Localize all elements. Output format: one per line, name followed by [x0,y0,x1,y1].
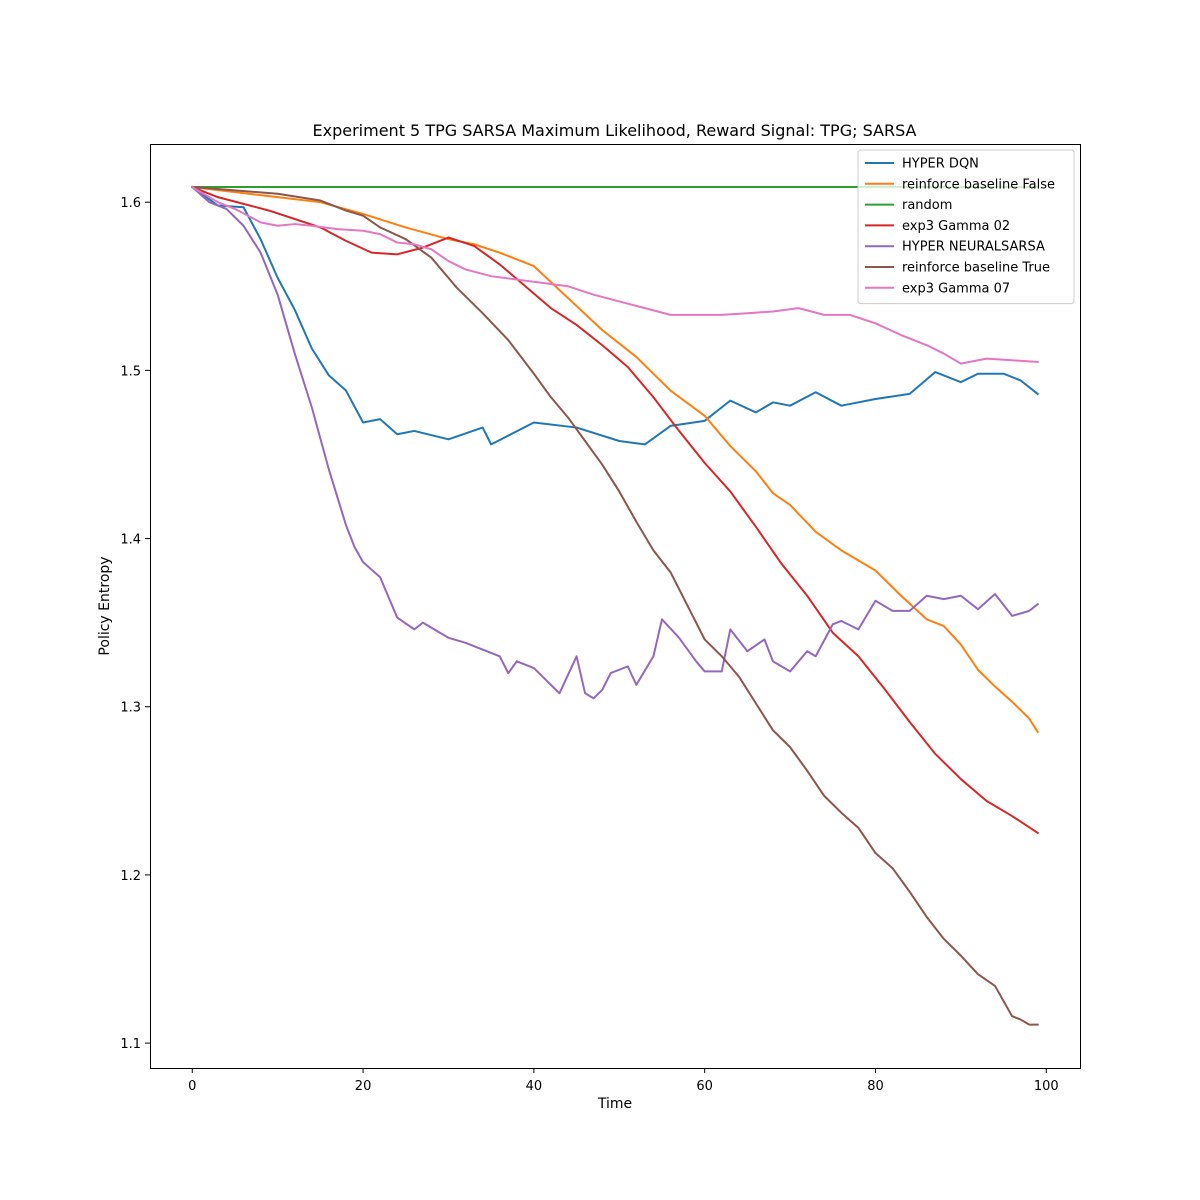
legend: HYPER DQN reinforce baseline False random e… [857,149,1075,305]
y-tick-label-5: 1.6 [120,196,141,211]
chart-title: Experiment 5 TPG SARSA Maximum Likelihoo… [313,121,917,140]
series-line-0 [190,185,1040,446]
series-line-5 [191,185,1039,1026]
legend-label-1: reinforce baseline False [902,177,1055,192]
x-axis-label: Time [597,1096,632,1112]
legend-label-2: random [902,198,952,213]
legend-box [857,149,1075,305]
series-line-1 [191,185,1040,734]
x-axis: 0 20 40 60 80 100 [188,1068,1059,1094]
series-line-4 [190,185,1040,700]
legend-label-5: reinforce baseline True [902,261,1050,276]
plot-frame [150,144,1081,1069]
legend-label-3: exp3 Gamma 02 [902,219,1010,234]
series-line-6 [190,185,1039,365]
x-tick-label-4: 80 [867,1079,884,1094]
x-tick-label-2: 40 [526,1079,543,1094]
legend-label-6: exp3 Gamma 07 [902,281,1010,296]
y-axis-label: Policy Entropy [97,556,113,655]
series-line-3 [190,185,1040,835]
x-tick-label-0: 0 [188,1079,196,1094]
y-tick-label-3: 1.4 [120,533,141,548]
y-axis: 1.1 1.2 1.3 1.4 1.5 1.6 [120,196,150,1052]
y-tick-label-2: 1.3 [120,701,141,716]
x-tick-label-1: 20 [355,1079,372,1094]
y-tick-label-0: 1.1 [120,1037,141,1052]
legend-label-0: HYPER DQN [902,157,979,172]
series-layer [190,185,1040,1026]
y-tick-label-4: 1.5 [120,364,141,379]
x-tick-label-3: 60 [696,1079,713,1094]
x-tick-label-5: 100 [1034,1079,1059,1094]
y-tick-label-1: 1.2 [120,869,141,884]
legend-label-4: HYPER NEURALSARSA [902,240,1045,255]
